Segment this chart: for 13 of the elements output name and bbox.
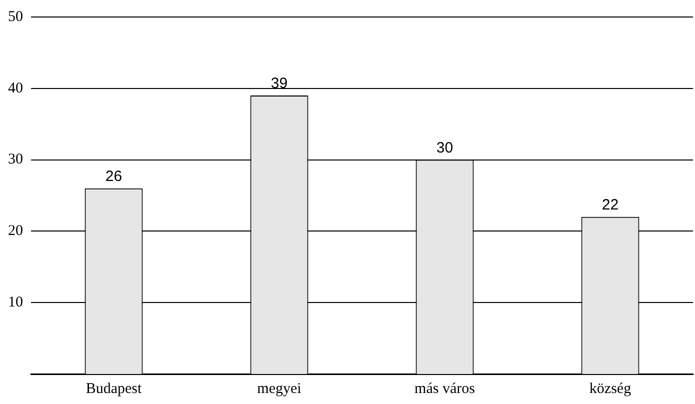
x-tick-label: más város <box>414 380 476 397</box>
data-label: 22 <box>602 196 619 214</box>
x-tick-label: megyei <box>257 380 302 397</box>
y-tick-label: 50 <box>8 8 23 25</box>
x-tick-label: község <box>589 380 632 397</box>
x-tick-label: Budapest <box>86 380 142 397</box>
y-tick-label: 20 <box>8 223 23 240</box>
y-tick-label: 10 <box>8 294 23 311</box>
y-tick-label: 40 <box>8 80 23 96</box>
data-label: 26 <box>105 168 122 185</box>
y-tick-label: 30 <box>8 152 23 168</box>
data-label: 39 <box>270 75 288 92</box>
data-label: 30 <box>436 139 454 156</box>
